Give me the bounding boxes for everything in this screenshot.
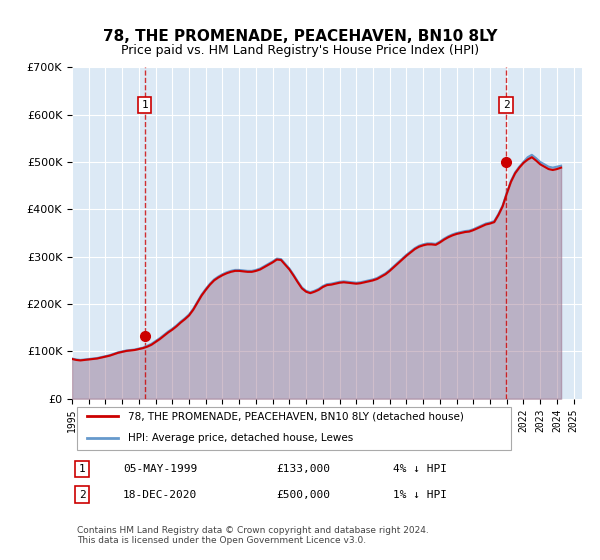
Text: 2: 2 xyxy=(79,489,86,500)
Text: 05-MAY-1999: 05-MAY-1999 xyxy=(123,464,197,474)
Text: 4% ↓ HPI: 4% ↓ HPI xyxy=(394,464,448,474)
Text: 1% ↓ HPI: 1% ↓ HPI xyxy=(394,489,448,500)
Text: 78, THE PROMENADE, PEACEHAVEN, BN10 8LY: 78, THE PROMENADE, PEACEHAVEN, BN10 8LY xyxy=(103,29,497,44)
Text: HPI: Average price, detached house, Lewes: HPI: Average price, detached house, Lewe… xyxy=(128,433,353,443)
Text: 1: 1 xyxy=(79,464,86,474)
Text: Contains HM Land Registry data © Crown copyright and database right 2024.
This d: Contains HM Land Registry data © Crown c… xyxy=(77,526,429,545)
Text: £133,000: £133,000 xyxy=(276,464,330,474)
Text: £500,000: £500,000 xyxy=(276,489,330,500)
Text: 2: 2 xyxy=(503,100,509,110)
Text: 1: 1 xyxy=(142,100,148,110)
Text: 18-DEC-2020: 18-DEC-2020 xyxy=(123,489,197,500)
Text: Price paid vs. HM Land Registry's House Price Index (HPI): Price paid vs. HM Land Registry's House … xyxy=(121,44,479,57)
Text: 78, THE PROMENADE, PEACEHAVEN, BN10 8LY (detached house): 78, THE PROMENADE, PEACEHAVEN, BN10 8LY … xyxy=(128,412,464,422)
FancyBboxPatch shape xyxy=(77,407,511,450)
